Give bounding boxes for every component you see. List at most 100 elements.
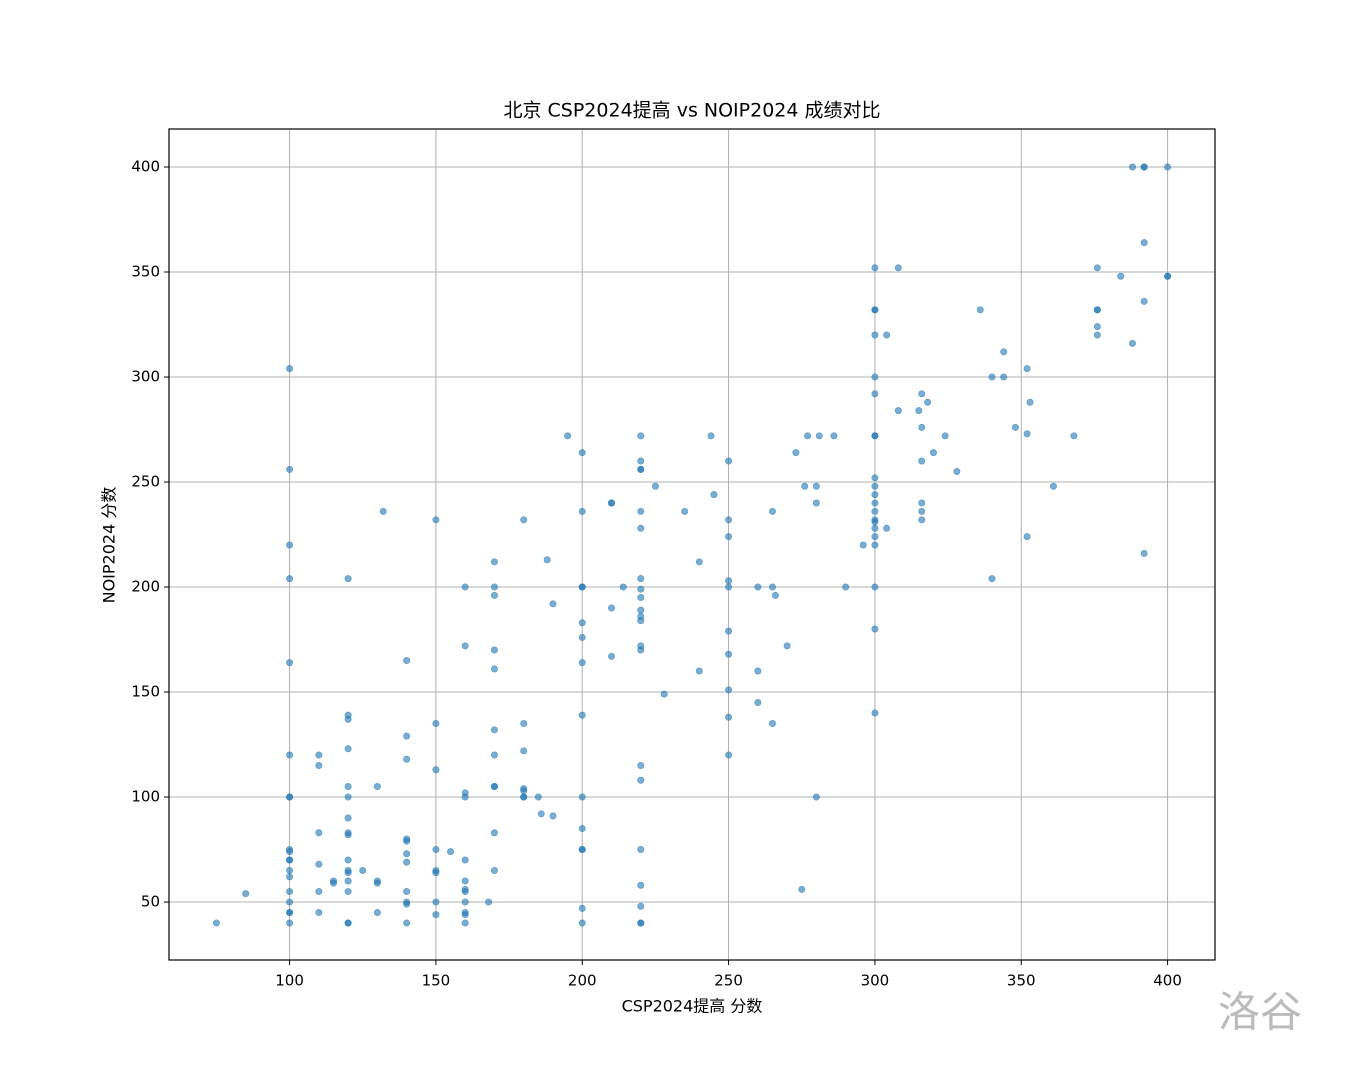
point xyxy=(812,482,820,490)
point xyxy=(1128,339,1136,347)
point xyxy=(359,867,367,875)
point xyxy=(871,474,879,482)
point xyxy=(520,793,528,801)
point xyxy=(871,432,879,440)
point xyxy=(637,594,645,602)
point xyxy=(520,787,528,795)
point xyxy=(461,919,469,927)
point xyxy=(315,762,323,770)
point xyxy=(871,541,879,549)
point xyxy=(379,507,387,515)
point xyxy=(871,709,879,717)
point xyxy=(894,407,902,415)
point xyxy=(461,856,469,864)
point xyxy=(815,432,823,440)
point xyxy=(286,659,294,667)
point xyxy=(578,846,586,854)
point xyxy=(212,919,220,927)
y-tick-label: 50 xyxy=(141,893,160,911)
point xyxy=(608,499,616,507)
point xyxy=(918,516,926,524)
point xyxy=(1070,432,1078,440)
point xyxy=(373,783,381,791)
point xyxy=(798,885,806,893)
point xyxy=(344,814,352,822)
point xyxy=(754,667,762,675)
point xyxy=(637,432,645,440)
point xyxy=(725,533,733,541)
point xyxy=(871,583,879,591)
point xyxy=(1049,482,1057,490)
point xyxy=(286,848,294,856)
point xyxy=(578,659,586,667)
point xyxy=(783,642,791,650)
point xyxy=(1164,272,1172,280)
point xyxy=(754,699,762,707)
point xyxy=(725,627,733,635)
point xyxy=(707,432,715,440)
point xyxy=(461,642,469,650)
point xyxy=(447,848,455,856)
point xyxy=(976,306,984,314)
point xyxy=(768,583,776,591)
point xyxy=(871,499,879,507)
point xyxy=(918,457,926,465)
point xyxy=(461,877,469,885)
point xyxy=(637,524,645,532)
point xyxy=(329,879,337,887)
point xyxy=(578,449,586,457)
point xyxy=(286,541,294,549)
point xyxy=(315,751,323,759)
point xyxy=(941,432,949,440)
point xyxy=(461,911,469,919)
point xyxy=(286,365,294,373)
point xyxy=(637,881,645,889)
point xyxy=(1140,163,1148,171)
point xyxy=(315,909,323,917)
point xyxy=(549,600,557,608)
point xyxy=(490,751,498,759)
point xyxy=(804,432,812,440)
point xyxy=(771,591,779,599)
point xyxy=(871,524,879,532)
point xyxy=(461,793,469,801)
y-tick-label: 300 xyxy=(131,368,160,386)
point xyxy=(373,879,381,887)
point xyxy=(871,264,879,272)
point xyxy=(344,888,352,896)
point xyxy=(490,783,498,791)
point xyxy=(651,482,659,490)
point xyxy=(1140,549,1148,557)
point xyxy=(578,583,586,591)
point xyxy=(681,507,689,515)
point xyxy=(520,747,528,755)
point xyxy=(768,720,776,728)
point xyxy=(315,860,323,868)
point xyxy=(490,591,498,599)
point xyxy=(918,499,926,507)
point xyxy=(490,558,498,566)
watermark: 洛谷 xyxy=(1218,988,1302,1037)
point xyxy=(754,583,762,591)
point xyxy=(578,825,586,833)
point xyxy=(637,846,645,854)
point xyxy=(344,745,352,753)
point xyxy=(432,516,440,524)
point xyxy=(373,909,381,917)
point xyxy=(1093,264,1101,272)
point xyxy=(1000,348,1008,356)
point xyxy=(534,793,542,801)
point xyxy=(286,867,294,875)
point xyxy=(315,829,323,837)
point xyxy=(1023,365,1031,373)
point xyxy=(403,888,411,896)
point xyxy=(812,793,820,801)
point xyxy=(403,900,411,908)
point xyxy=(725,686,733,694)
point xyxy=(915,407,923,415)
point xyxy=(859,541,867,549)
point xyxy=(929,449,937,457)
point xyxy=(1011,423,1019,431)
point xyxy=(988,373,996,381)
